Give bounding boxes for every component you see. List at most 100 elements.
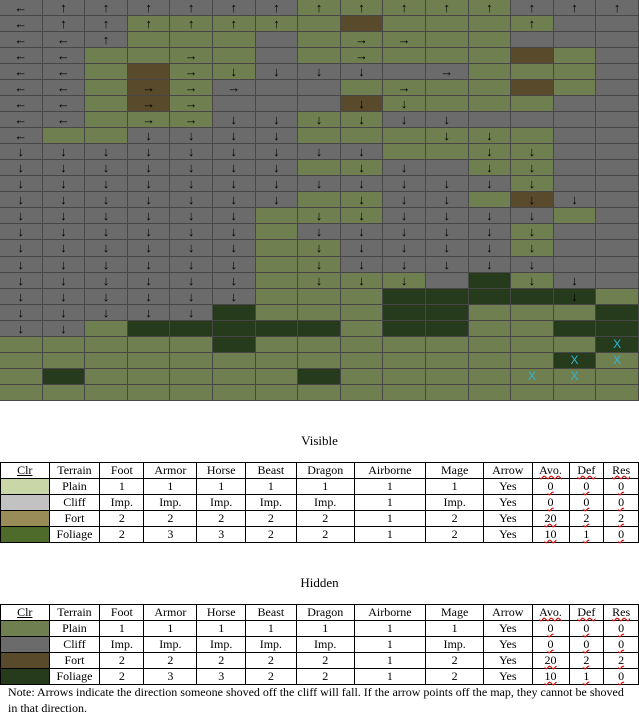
visible-table-cell: 0 [531, 478, 570, 495]
map-cell: ↓ [212, 192, 256, 209]
map-cell [340, 352, 384, 369]
map-cell [383, 368, 426, 385]
map-cell [212, 48, 256, 65]
visible-header-cell: Airborne [353, 462, 427, 479]
map-cell [511, 112, 554, 129]
visible-table-cell: Yes [483, 494, 533, 511]
visible-table-row: Cliff Imp. Imp. Imp. Imp. Imp. 1 Imp. Yes 0 0 0 [0, 494, 639, 511]
map-cell [425, 368, 469, 385]
hidden-header-cell: Dragon [295, 604, 355, 621]
map-cell [255, 256, 299, 273]
visible-table-cell: 1 [353, 526, 427, 543]
map-cell: ↓ [298, 256, 341, 273]
color-swatch [0, 494, 50, 511]
hidden-table-cell: Imp. [295, 636, 355, 653]
map-cell [383, 336, 426, 353]
map-cell [255, 368, 299, 385]
map-cell [298, 16, 341, 33]
map-cell: ↓ [383, 160, 426, 177]
map-cell [425, 80, 469, 97]
map-cell [596, 384, 639, 401]
visible-table-cell: 0 [603, 478, 639, 495]
map-cell [425, 96, 469, 113]
map-cell: ↓ [340, 240, 384, 257]
visible-table-cell: 2 [143, 510, 198, 527]
map-cell [127, 336, 171, 353]
map-cell [425, 336, 469, 353]
map-cell [85, 112, 128, 129]
map-cell: ↓ [212, 208, 256, 225]
map-cell [298, 336, 341, 353]
visible-table-cell: Foliage [48, 526, 101, 543]
map-cell [170, 336, 213, 353]
map-cell [255, 48, 299, 65]
map-cell [425, 384, 469, 401]
hidden-header-cell: Res [603, 604, 639, 621]
map-cell: ↑ [85, 32, 128, 49]
map-cell: ↓ [85, 288, 128, 305]
hidden-table-cell: 0 [603, 636, 639, 653]
map-cell [383, 144, 426, 161]
map-cell: ↑ [553, 0, 597, 17]
map-cell [298, 288, 341, 305]
map-cell: ↓ [42, 176, 86, 193]
map-cell: ↓ [170, 288, 213, 305]
map-cell [255, 208, 299, 225]
map-cell [553, 48, 597, 65]
hidden-table-cell: 2 [425, 668, 485, 685]
map-cell: ↓ [468, 224, 512, 241]
visible-table-cell: 3 [143, 526, 198, 543]
map-cell: ↓ [85, 256, 128, 273]
visible-table-cell: Cliff [48, 494, 101, 511]
map-cell: ↓ [383, 96, 426, 113]
map-cell [596, 256, 639, 273]
map-cell: ↓ [340, 208, 384, 225]
hidden-table-cell: 10 [531, 668, 570, 685]
visible-header-cell: Horse [196, 462, 246, 479]
hidden-table-cell: Yes [483, 652, 533, 669]
map-cell [85, 128, 128, 145]
map-cell [553, 176, 597, 193]
map-cell: ↓ [0, 144, 43, 161]
visible-header-cell: Beast [244, 462, 297, 479]
map-cell: ↓ [425, 208, 469, 225]
map-cell: ↓ [127, 192, 171, 209]
map-cell: ↓ [383, 176, 426, 193]
map-cell: ↓ [255, 192, 299, 209]
hidden-table-cell: 2 [603, 652, 639, 669]
map-cell [553, 240, 597, 257]
map-cell: → [170, 96, 213, 113]
visible-table-cell: Fort [48, 510, 101, 527]
visible-table-cell: 2 [244, 526, 297, 543]
map-cell [596, 208, 639, 225]
map-cell: ← [0, 80, 43, 97]
visible-table-cell: 1 [353, 478, 427, 495]
visible-table-cell: 2 [99, 526, 145, 543]
hidden-header-cell: Horse [196, 604, 246, 621]
visible-table-cell: 2 [603, 510, 639, 527]
map-cell [383, 48, 426, 65]
map-cell [596, 272, 639, 289]
map-cell: ↓ [340, 272, 384, 289]
visible-table-cell: Imp. [244, 494, 297, 511]
map-cell: ↑ [85, 16, 128, 33]
map-cell: ← [0, 32, 43, 49]
map-cell: ↓ [511, 176, 554, 193]
map-cell [468, 368, 512, 385]
hidden-table-cell: Yes [483, 668, 533, 685]
hidden-table-row: Plain 1 1 1 1 1 1 1 Yes 0 0 0 [0, 620, 639, 637]
map-cell: ↓ [340, 64, 384, 81]
map-cell: ↓ [340, 112, 384, 129]
hidden-table-cell: 1 [99, 620, 145, 637]
color-swatch [0, 510, 50, 527]
map-cell: ↓ [340, 176, 384, 193]
map-cell [127, 32, 171, 49]
hidden-table-cell: 2 [425, 652, 485, 669]
map-cell [255, 240, 299, 257]
hidden-table-cell: 0 [603, 620, 639, 637]
hidden-table-cell: 1 [295, 620, 355, 637]
map-cell [85, 80, 128, 97]
hidden-table-cell: 1 [353, 636, 427, 653]
map-cell [511, 352, 554, 369]
map-cell: ↓ [42, 288, 86, 305]
